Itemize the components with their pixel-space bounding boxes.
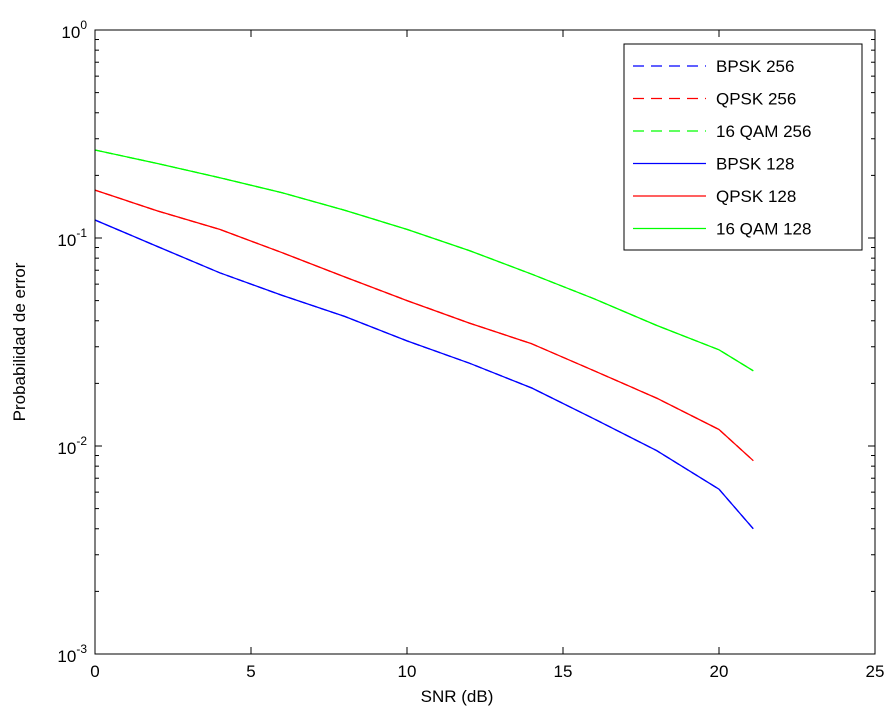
x-tick-label: 15 [554,662,573,681]
series-lines [94,149,754,530]
legend-label: QPSK 128 [716,187,796,206]
y-tick-label: 10-3 [57,642,87,666]
legend-label: QPSK 256 [716,90,796,109]
y-tick-labels: 100 10-1 10-2 10-3 [57,18,87,666]
series-line-16-qam-256 [94,149,754,372]
series-line-qpsk-256 [94,189,754,462]
x-tick-label: 0 [90,662,99,681]
legend-label: 16 QAM 256 [716,122,811,141]
series-line-bpsk-256 [94,219,754,530]
y-tick-label: 100 [61,18,87,42]
legend[interactable]: BPSK 256 QPSK 256 16 QAM 256 BPSK 128 QPSK 1… [623,43,863,251]
y-tick-label: 10-1 [57,226,87,250]
y-axis-label: Probabilidad de error [10,262,29,421]
legend-label: BPSK 256 [716,57,794,76]
x-tick-label: 10 [398,662,417,681]
plot-frame [94,29,876,655]
x-axis-label: SNR (dB) [421,687,494,706]
legend-box [623,43,863,251]
legend-label: BPSK 128 [716,155,794,174]
x-tick-label: 25 [866,662,885,681]
y-tick-label: 10-2 [57,434,87,458]
legend-label: 16 QAM 128 [716,220,811,239]
x-tick-label: 5 [246,662,255,681]
x-tick-labels: 0 5 10 15 20 25 [90,662,884,681]
x-tick-label: 20 [710,662,729,681]
